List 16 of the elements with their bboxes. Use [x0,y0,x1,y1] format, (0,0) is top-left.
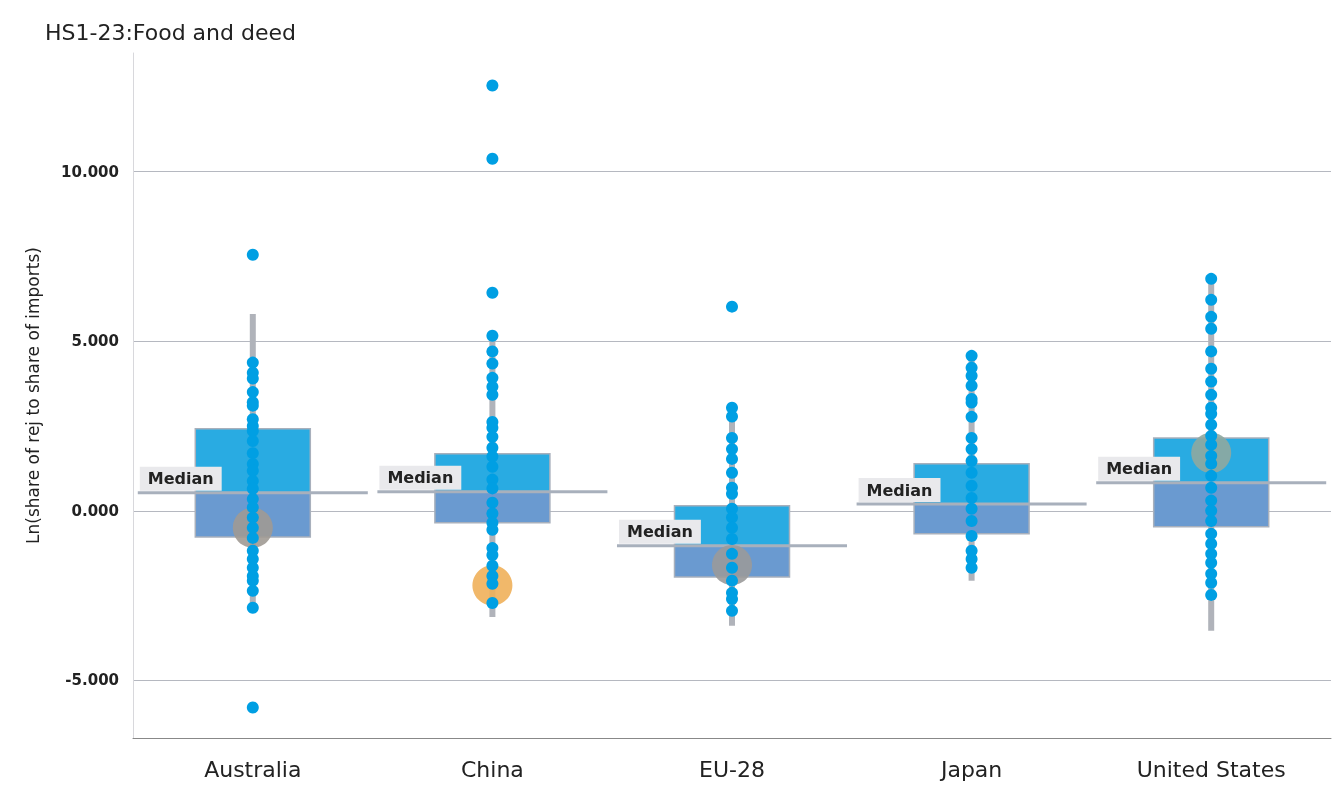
annotation: Median [626,522,693,542]
annotation: Median [147,469,214,489]
chart-title: HS1-23:Food and deed [45,19,296,45]
x-tick-label: China [460,756,524,782]
x-tick-label: United States [1136,756,1286,782]
x-tick-label: EU-28 [699,756,765,782]
y-tick-label: 5.000 [71,332,119,351]
y-tick-label: 0.000 [71,501,119,520]
x-tick-label: Australia [204,756,302,782]
y-axis-title: Ln(share of rej to share of imports) [22,247,43,544]
y-tick-label: -5.000 [65,671,119,690]
x-tick-label: Japan [938,756,1003,782]
annotation: Median [387,468,454,488]
y-tick-label: 10.000 [61,162,119,181]
annotation: Median [866,480,933,500]
annotation: Median [1106,459,1173,479]
